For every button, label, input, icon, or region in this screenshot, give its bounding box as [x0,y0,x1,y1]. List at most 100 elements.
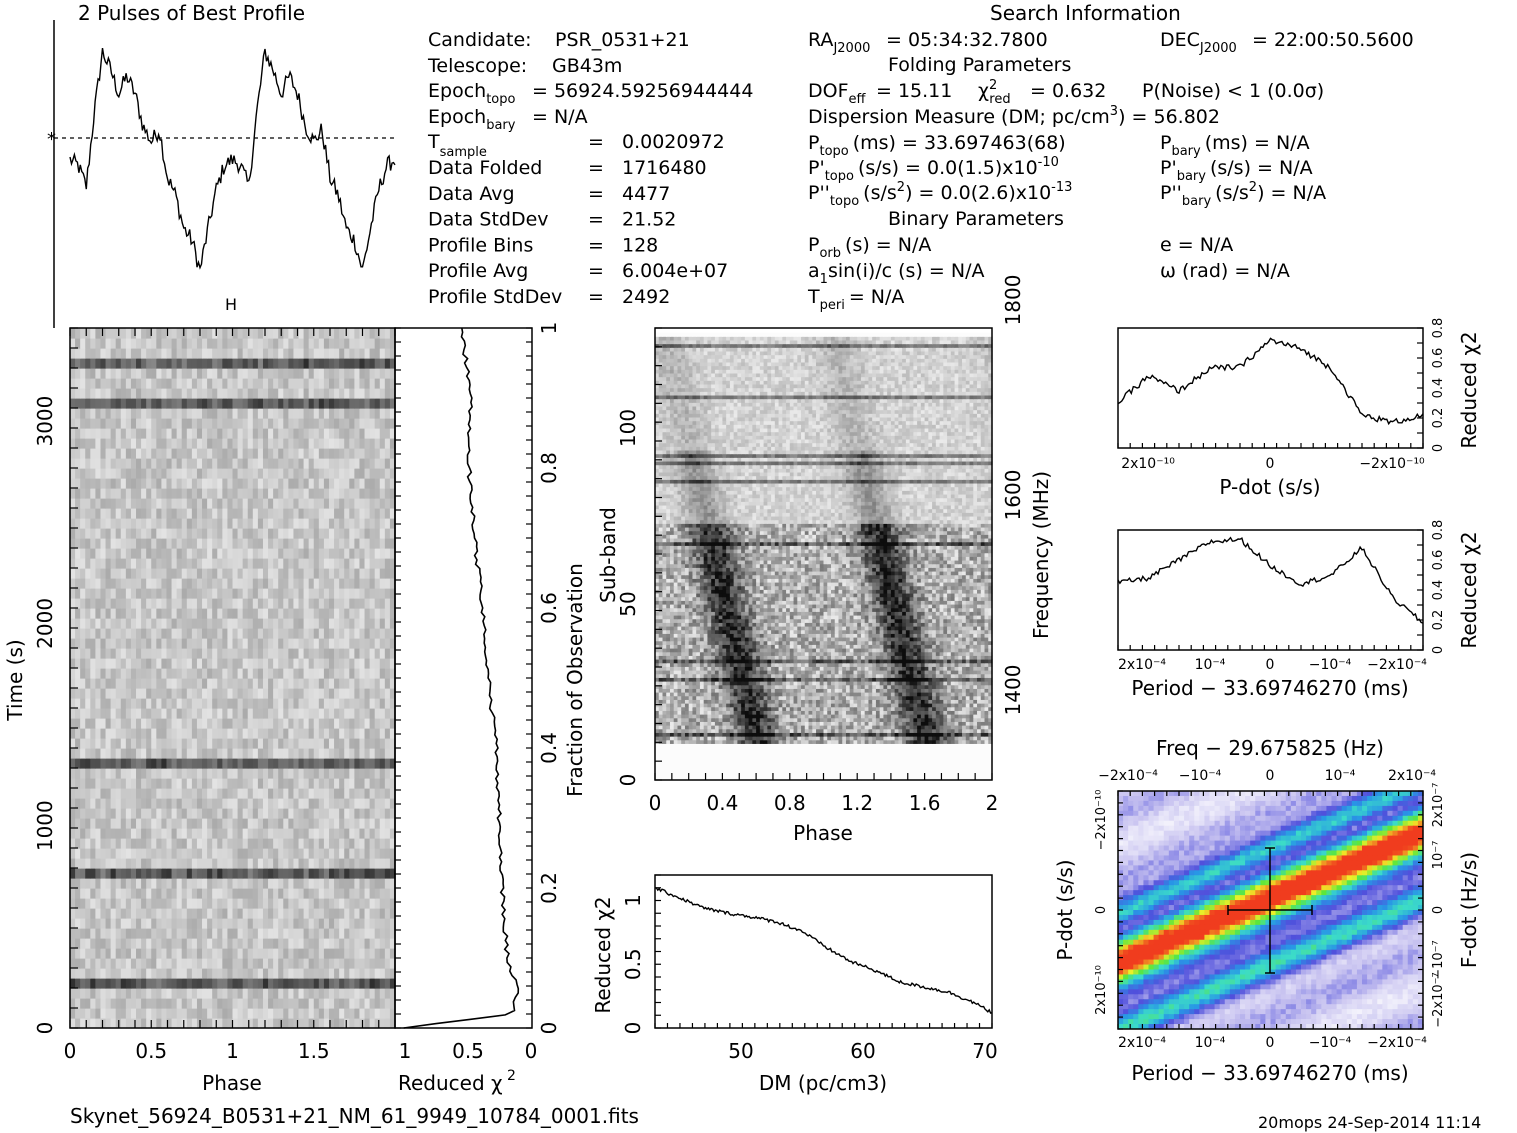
heatmap-cell [339,598,345,609]
heatmap-cell [105,938,112,949]
heatmap-cell [389,978,396,989]
heatmap-cell [120,578,127,589]
heatmap-cell [379,798,386,809]
heatmap-cell [130,888,137,899]
heatmap-cell [364,458,371,469]
heatmap-cell [283,978,289,989]
heatmap-cell [288,578,295,589]
heatmap-cell [313,478,320,489]
heatmap-cell [379,558,386,569]
heatmap-cell [318,738,325,749]
heatmap-cell [328,478,335,489]
heatmap-cell [141,468,147,479]
heatmap-cell [354,838,361,849]
heatmap-cell [207,398,213,409]
heatmap-cell [318,388,325,399]
heatmap-cell [176,328,183,339]
heatmap-cell [308,338,315,349]
heatmap-cell [334,898,340,909]
heatmap-cell [161,948,168,959]
heatmap-cell [151,738,157,749]
heatmap-cell [125,558,132,569]
heatmap-cell [110,418,117,429]
heatmap-cell [257,338,264,349]
heatmap-cell [161,968,168,979]
heatmap-cell [100,488,107,499]
heatmap-cell [70,798,76,809]
heatmap-cell [283,738,289,749]
heatmap-cell [141,738,147,749]
heatmap-cell [110,648,117,659]
heatmap-cell [176,898,183,909]
heatmap-cell [191,858,198,869]
heatmap-cell [262,618,269,629]
heatmap-cell [80,558,86,569]
heatmap-cell [85,808,91,819]
heatmap-cell [166,458,173,469]
heatmap-cell [943,772,948,777]
heatmap-cell [273,428,279,439]
heatmap-cell [95,608,102,619]
heatmap-cell [75,528,81,539]
heatmap-cell [110,588,117,599]
heatmap-cell [141,658,147,669]
heatmap-cell [176,878,183,889]
heatmap-cell [278,538,284,549]
heatmap-cell [120,328,127,339]
heatmap-cell [303,1008,310,1019]
heatmap-cell [283,898,289,909]
heatmap-cell [232,548,239,559]
heatmap-cell [115,508,122,519]
heatmap-cell [146,428,152,439]
heatmap-cell [252,388,259,399]
heatmap-cell [120,988,127,999]
heatmap-cell [359,388,366,399]
heatmap-cell [161,858,168,869]
heatmap-cell [303,428,310,439]
heatmap-cell [227,358,234,369]
heatmap-cell [212,718,218,729]
heatmap-cell [283,728,289,739]
heatmap-cell [369,448,376,459]
heatmap-cell [268,618,274,629]
heatmap-cell [920,772,926,777]
heatmap-cell [176,368,183,379]
heatmap-cell [70,1008,76,1019]
heatmap-cell [156,638,163,649]
heatmap-cell [95,838,102,849]
heatmap-cell [196,778,203,789]
heatmap-cell [95,588,102,599]
heatmap-cell [379,388,386,399]
pddtopo-value2: ) = 0.0(2.6)x10 [905,182,1051,204]
heatmap-cell [328,1008,335,1019]
heatmap-cell [181,748,188,759]
heatmap-cell [237,708,244,719]
heatmap-cell [247,598,254,609]
heatmap-cell [283,668,289,679]
heatmap-cell [212,908,218,919]
heatmap-cell [176,618,183,629]
heatmap-cell [196,478,203,489]
heatmap-cell [364,668,371,679]
heatmap-cell [105,968,112,979]
heatmap-cell [212,428,218,439]
heatmap-cell [202,918,208,929]
heatmap-cell [130,398,137,409]
heatmap-cell [156,778,163,789]
heatmap-cell [655,769,660,774]
heatmap-cell [207,528,213,539]
heatmap-cell [80,978,86,989]
heatmap-cell [141,958,147,969]
heatmap-cell [207,708,213,719]
heatmap-cell [115,708,122,719]
heatmap-cell [70,628,76,639]
heatmap-cell [303,578,310,589]
heatmap-cell [257,578,264,589]
heatmap-cell [70,958,76,969]
dm-sup: 3 [1110,104,1118,119]
heatmap-cell [354,398,361,409]
heatmap-cell [928,772,933,777]
heatmap-cell [323,778,330,789]
heatmap-cell [217,568,223,579]
heatmap-cell [181,498,188,509]
